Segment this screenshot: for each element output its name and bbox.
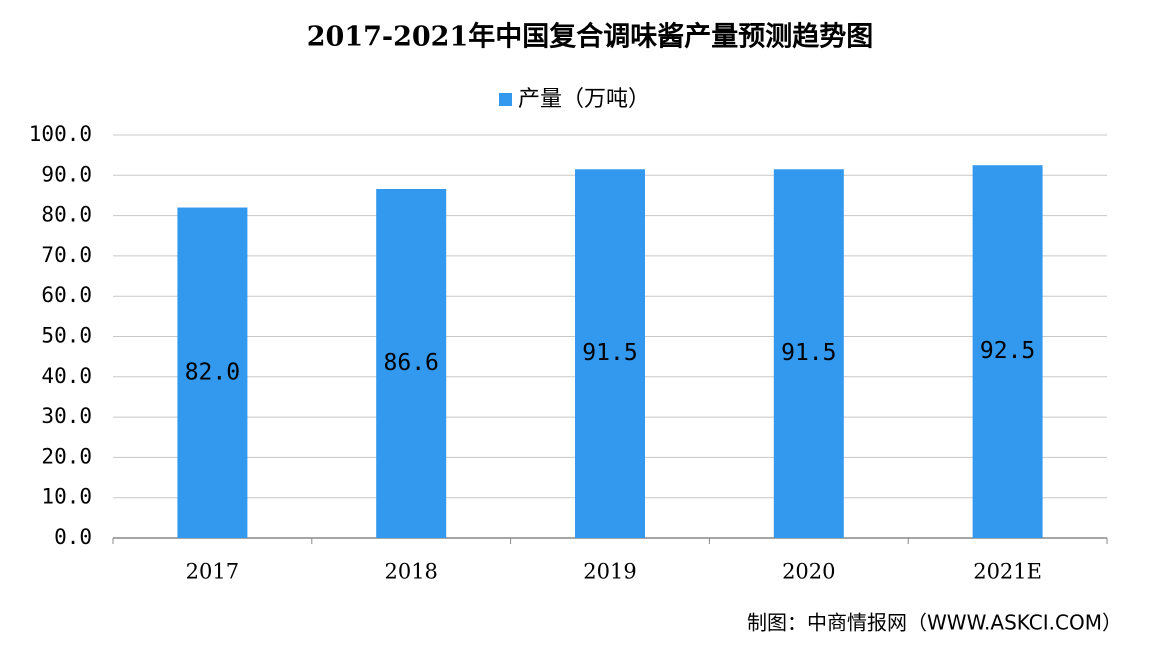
y-tick-label: 100.0 [29,122,92,146]
x-tick-label: 2018 [384,560,437,584]
bar [575,169,645,538]
bar [972,165,1043,538]
source-note: 制图：中商情报网（WWW.ASKCI.COM） [747,611,1122,635]
y-tick-label: 30.0 [41,404,92,428]
value-label: 86.6 [384,350,439,376]
y-tick-label: 90.0 [41,162,92,186]
value-label: 91.5 [582,340,637,366]
x-tick-label: 2021E [973,560,1042,584]
x-tick-label: 2017 [186,560,239,584]
x-tick-label: 2020 [782,560,835,584]
x-tick-label: 2019 [583,560,636,584]
value-label: 91.5 [781,340,836,366]
y-tick-label: 10.0 [41,485,92,509]
value-label: 92.5 [980,338,1035,364]
legend-label: 产量（万吨） [518,87,650,112]
bar [376,189,447,538]
bar [177,207,248,539]
legend-swatch [499,93,512,106]
y-tick-label: 70.0 [41,243,92,267]
chart-title: 2017-2021年中国复合调味酱产量预测趋势图 [307,21,874,53]
value-label: 82.0 [185,359,240,385]
y-tick-label: 80.0 [41,203,92,227]
y-tick-label: 50.0 [41,324,92,348]
y-tick-label: 20.0 [41,444,92,468]
y-tick-label: 60.0 [41,283,92,307]
y-tick-label: 40.0 [41,364,92,388]
y-tick-label: 0.0 [54,525,92,549]
bar [773,169,844,538]
